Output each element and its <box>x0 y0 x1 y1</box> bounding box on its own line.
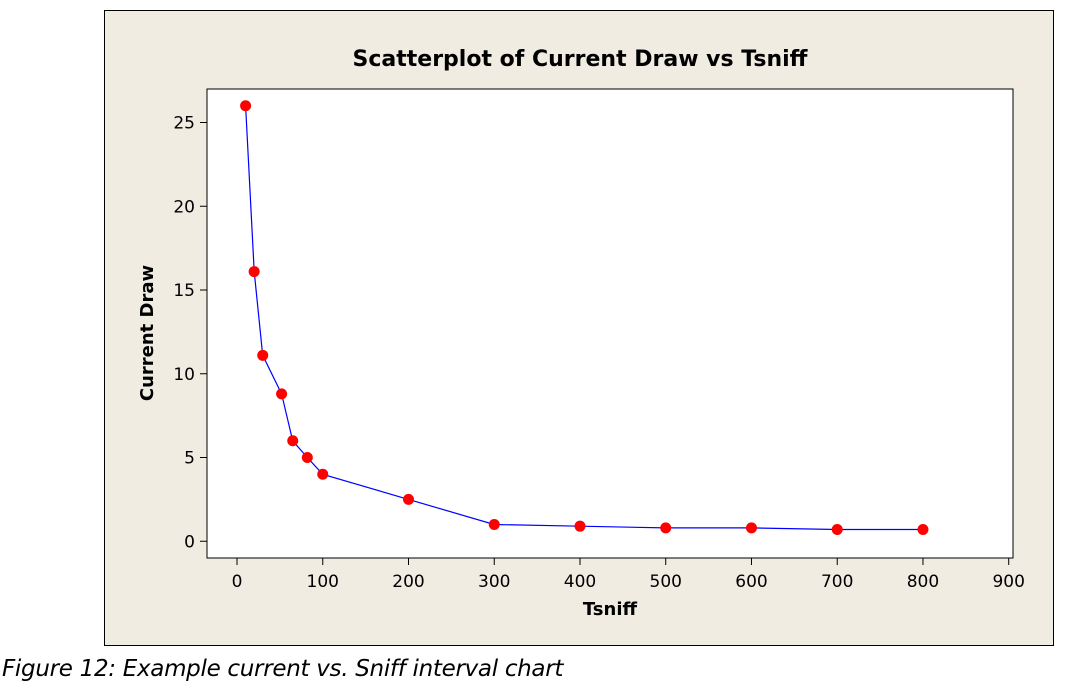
data-point <box>248 266 260 278</box>
y-tick-label: 25 <box>173 114 195 134</box>
y-tick-label: 5 <box>184 449 195 469</box>
y-axis: 0 5 10 15 20 25 <box>173 114 207 552</box>
x-tick-label: 900 <box>992 572 1024 592</box>
x-tick-label: 200 <box>392 572 424 592</box>
data-point <box>488 519 500 530</box>
data-point <box>240 100 252 112</box>
data-point <box>276 388 288 400</box>
x-tick-label: 100 <box>307 572 339 592</box>
data-point <box>831 524 843 536</box>
x-tick-label: 400 <box>564 572 596 592</box>
x-tick-label: 0 <box>232 572 243 592</box>
x-tick-label: 500 <box>650 572 682 592</box>
y-tick-label: 20 <box>173 197 195 217</box>
data-points <box>240 100 929 536</box>
chart-title: Scatterplot of Current Draw vs Tsniff <box>353 47 809 72</box>
x-tick-label: 600 <box>735 572 767 592</box>
y-tick-label: 10 <box>173 365 195 385</box>
chart-svg: Scatterplot of Current Draw vs Tsniff 0 5… <box>137 47 1025 620</box>
plot-area <box>206 88 1014 559</box>
data-point <box>287 435 299 447</box>
y-tick-label: 15 <box>173 281 195 301</box>
figure-caption: Figure 12: Example current vs. Sniff int… <box>2 656 564 682</box>
x-axis: 0 100 200 300 400 500 600 700 800 900 <box>232 558 1025 592</box>
y-axis-label: Current Draw <box>137 265 158 401</box>
data-point <box>917 524 929 536</box>
x-axis-label: Tsniff <box>583 599 638 620</box>
data-point <box>660 522 672 534</box>
x-tick-label: 800 <box>907 572 939 592</box>
chart-frame: Scatterplot of Current Draw vs Tsniff 0 5… <box>104 10 1054 646</box>
series-line <box>245 105 923 531</box>
data-point <box>574 520 586 532</box>
x-tick-label: 700 <box>821 572 853 592</box>
y-tick-label: 0 <box>184 532 195 552</box>
data-point <box>257 349 269 361</box>
data-point <box>301 452 313 463</box>
data-point <box>745 522 757 534</box>
data-point <box>403 493 414 505</box>
x-tick-label: 300 <box>478 572 510 592</box>
data-point <box>317 468 329 480</box>
